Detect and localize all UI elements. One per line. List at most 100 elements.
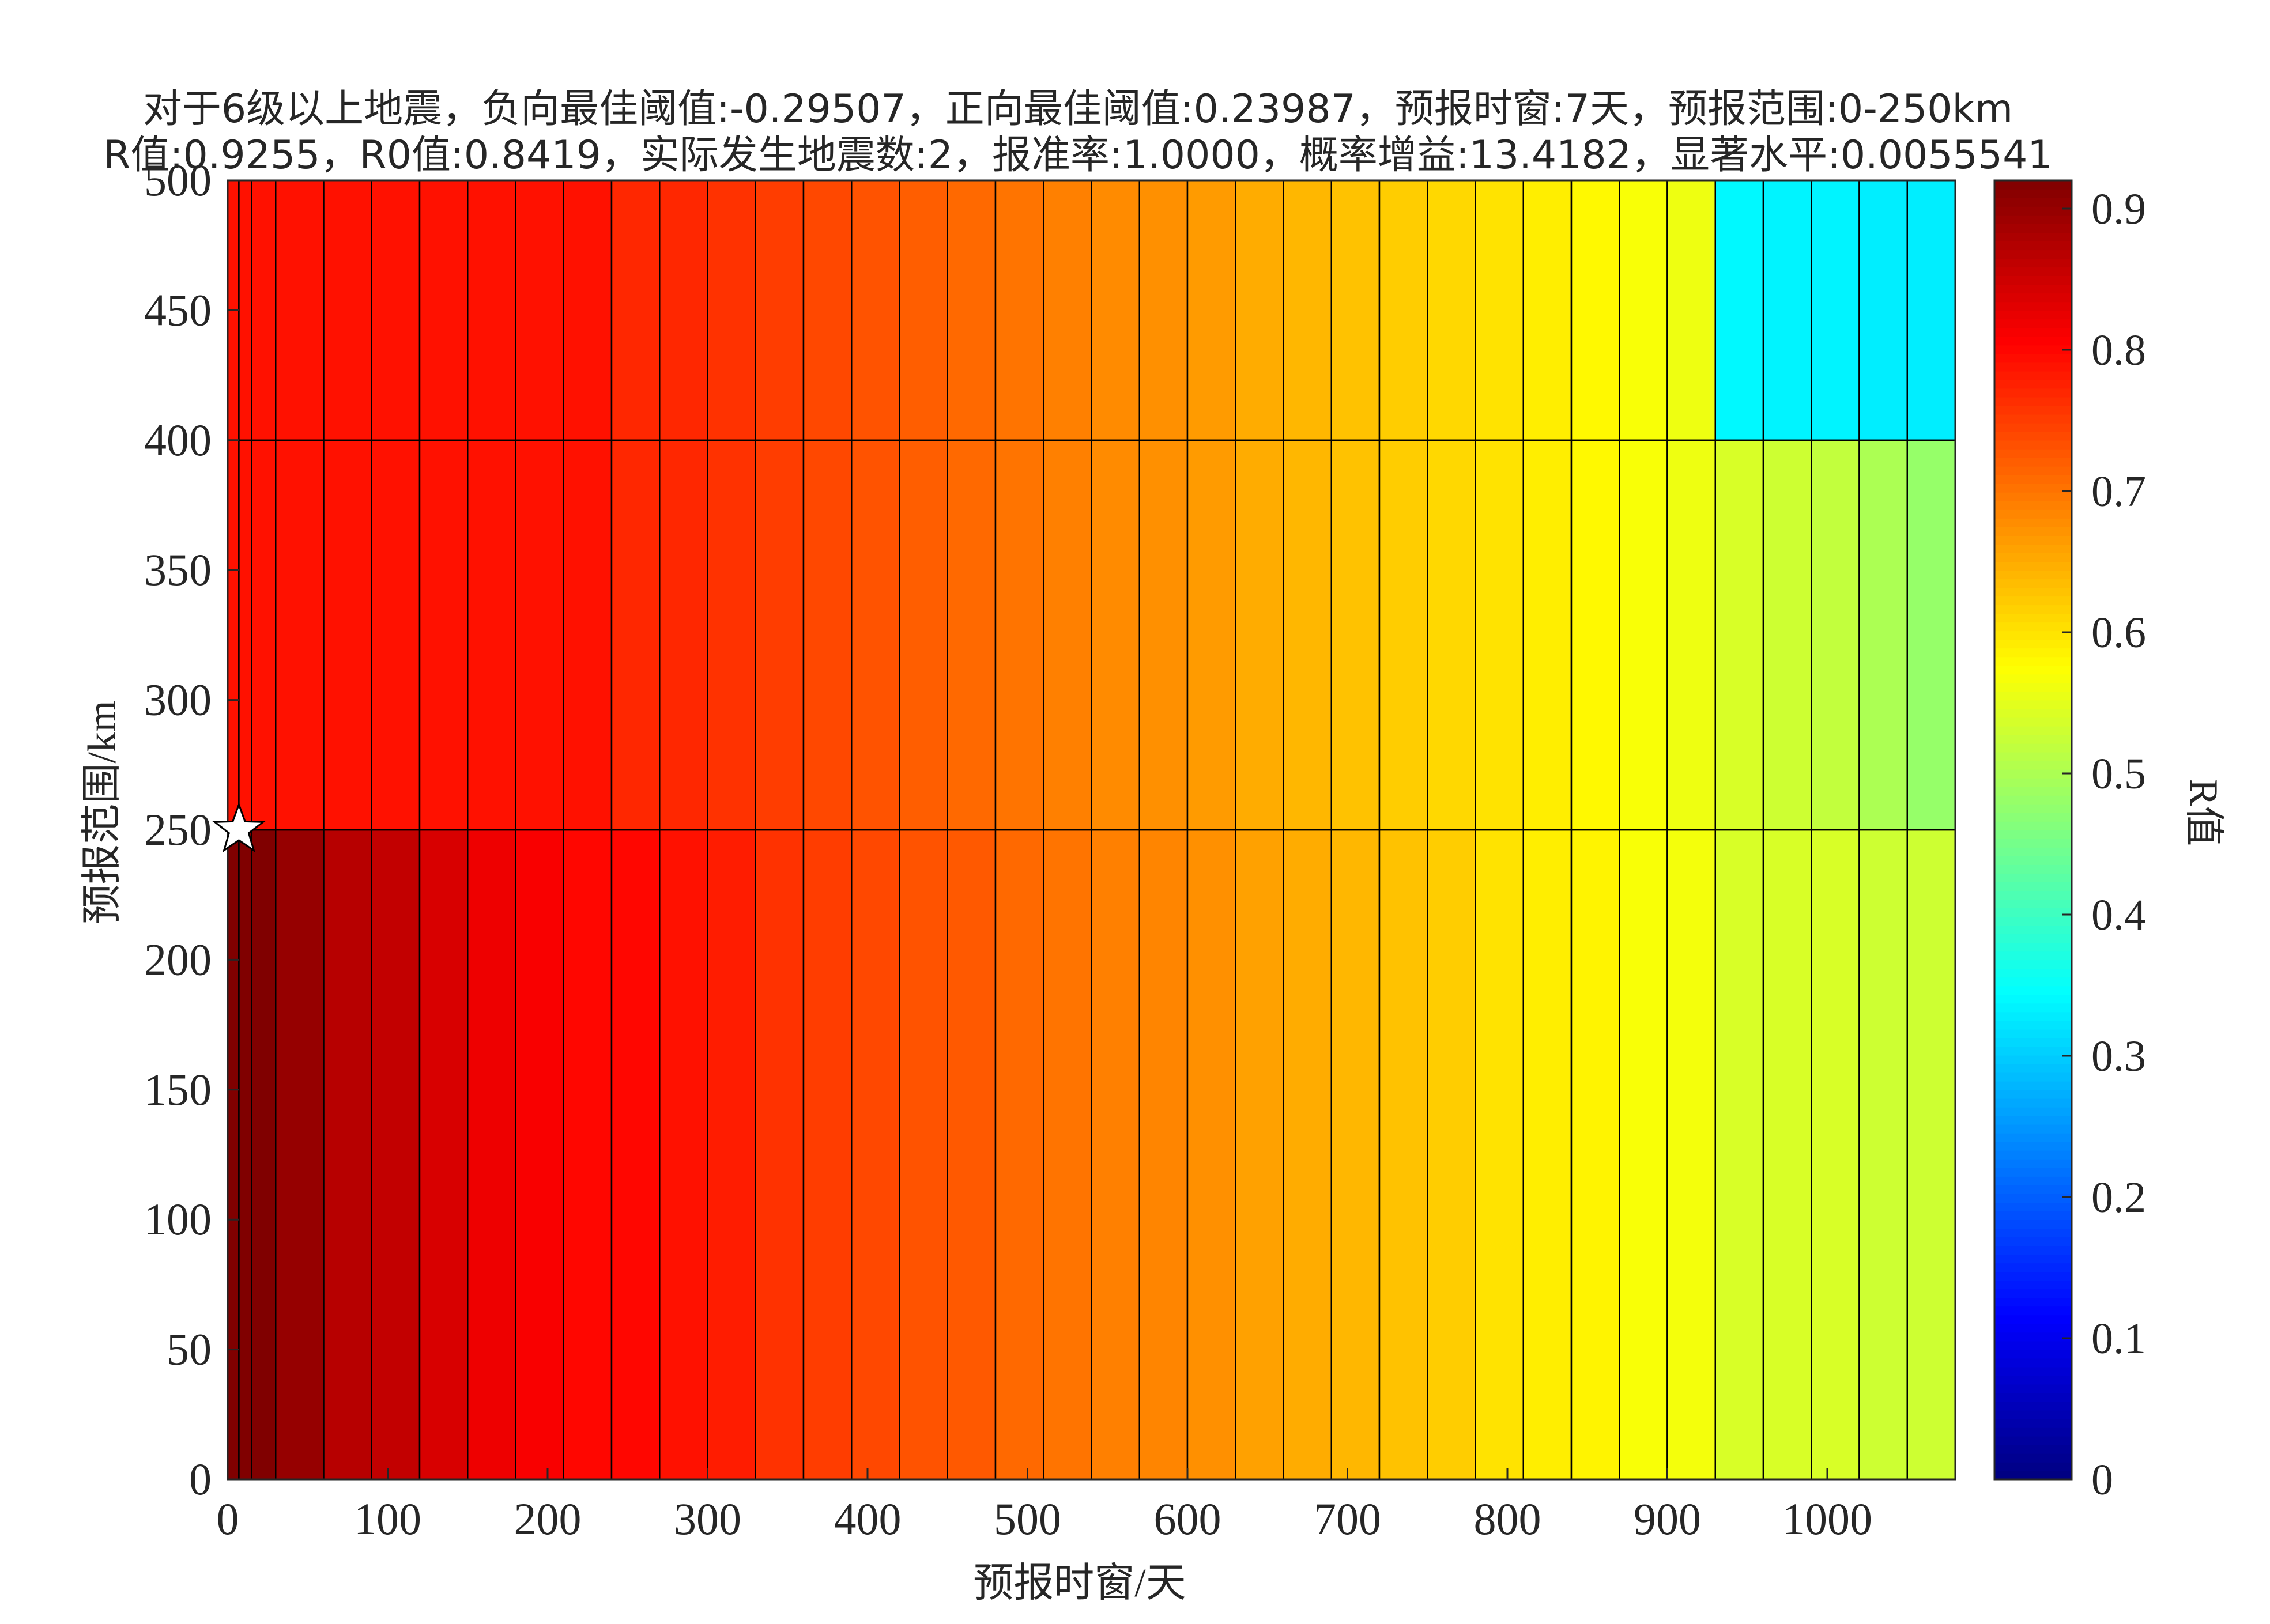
colorbar-segment: [1994, 224, 2072, 233]
colorbar-segment: [1994, 899, 2072, 909]
y-tick-label: 150: [144, 1064, 212, 1115]
colorbar-segment: [1994, 457, 2072, 467]
colorbar-segment: [1994, 985, 2072, 995]
colorbar-segment: [1994, 1289, 2072, 1298]
colorbar-segment: [1994, 396, 2072, 406]
colorbar-segment: [1994, 371, 2072, 380]
heatmap-cell: [1522, 829, 1573, 1481]
colorbar-tick-label: 0: [2091, 1456, 2113, 1504]
heatmap-cell: [802, 439, 853, 831]
heatmap-cell: [515, 829, 564, 1481]
colorbar-segment: [1994, 1202, 2072, 1211]
heatmap-cell: [1138, 829, 1189, 1481]
colorbar-segment: [1994, 596, 2072, 606]
heatmap-cell: [899, 439, 948, 831]
colorbar-segment: [1994, 708, 2072, 718]
heatmap-cell: [707, 179, 756, 441]
heatmap-cell: [755, 439, 805, 831]
heatmap-cell: [1811, 179, 1860, 441]
heatmap-cells: [227, 179, 1956, 1481]
heatmap-cell: [1283, 179, 1332, 441]
colorbar-segment: [1994, 1098, 2072, 1108]
colorbar-segment: [1994, 1176, 2072, 1185]
heatmap-cell: [251, 829, 277, 1481]
heatmap-cell: [418, 179, 469, 441]
colorbar-segment: [1994, 908, 2072, 917]
heatmap-cell: [1043, 179, 1092, 441]
colorbar-segment: [1994, 301, 2072, 311]
heatmap-cell: [1570, 179, 1620, 441]
colorbar-segment: [1994, 1332, 2072, 1342]
heatmap-cell: [707, 439, 756, 831]
colorbar-segment: [1994, 553, 2072, 562]
colorbar-segment: [1994, 492, 2072, 501]
heatmap-cell: [1330, 829, 1381, 1481]
colorbar-segment: [1994, 630, 2072, 640]
colorbar-tick-label: 0.6: [2091, 609, 2146, 657]
colorbar: 0 0.1 0.2 0.3 0.4 0.5 0.6 0.7 0.8 0.9: [1993, 179, 2146, 1504]
colorbar-segment: [1994, 258, 2072, 268]
heatmap-cell: [1522, 179, 1573, 441]
heatmap-cell: [1186, 179, 1236, 441]
colorbar-segment: [1994, 786, 2072, 796]
colorbar-segment: [1994, 968, 2072, 978]
heatmap-cell: [1378, 439, 1428, 831]
y-tick-label: 500: [144, 155, 212, 205]
heatmap-cell: [1811, 829, 1860, 1481]
heatmap-cell: [1714, 439, 1764, 831]
colorbar-segment: [1994, 1245, 2072, 1255]
colorbar-tick-label: 0.7: [2091, 467, 2146, 516]
heatmap-cell: [659, 829, 708, 1481]
colorbar-segment: [1994, 509, 2072, 519]
heatmap-cell: [1378, 829, 1428, 1481]
colorbar-segment: [1994, 1427, 2072, 1437]
colorbar-segment: [1994, 1141, 2072, 1151]
colorbar-segment: [1994, 812, 2072, 822]
colorbar-segment: [1994, 561, 2072, 571]
y-tick-label: 200: [144, 934, 212, 984]
heatmap-cell: [1619, 829, 1668, 1481]
colorbar-segment: [1994, 250, 2072, 259]
colorbar-tick-label: 0.1: [2091, 1315, 2146, 1363]
x-tick-label: 300: [674, 1494, 741, 1544]
colorbar-segment: [1994, 1444, 2072, 1454]
heatmap-cell: [1858, 829, 1908, 1481]
heatmap-cell: [994, 829, 1044, 1481]
heatmap-cell: [1858, 179, 1908, 441]
x-tick-label: 0: [217, 1494, 239, 1544]
heatmap-cell: [1186, 829, 1236, 1481]
colorbar-segment: [1994, 198, 2072, 207]
heatmap-cell: [1570, 439, 1620, 831]
colorbar-segment: [1994, 1306, 2072, 1316]
chart-title-line-2: R值:0.9255，R0值:0.8419，实际发生地震数:2，报准率:1.000…: [103, 133, 2052, 178]
colorbar-segment: [1994, 327, 2072, 337]
heatmap-cell: [851, 829, 900, 1481]
heatmap-cell: [238, 179, 252, 441]
colorbar-segment: [1994, 839, 2072, 848]
x-tick-label: 700: [1314, 1494, 1381, 1544]
heatmap-cell: [323, 179, 372, 441]
colorbar-segment: [1994, 1340, 2072, 1350]
colorbar-tick-label: 0.9: [2091, 185, 2146, 233]
heatmap-cell: [275, 179, 325, 441]
colorbar-segment: [1994, 293, 2072, 303]
x-tick-label: 800: [1474, 1494, 1541, 1544]
colorbar-segment: [1994, 1003, 2072, 1013]
y-tick-label: 0: [189, 1454, 212, 1504]
x-tick-label: 200: [514, 1494, 582, 1544]
colorbar-segment: [1994, 448, 2072, 458]
heatmap-cell: [275, 439, 325, 831]
colorbar-tick-label: 0.4: [2091, 891, 2146, 939]
colorbar-segment: [1994, 977, 2072, 987]
colorbar-segment: [1994, 717, 2072, 727]
heatmap-cell: [371, 439, 421, 831]
colorbar-segment: [1994, 1046, 2072, 1056]
heatmap-cell: [251, 439, 277, 831]
heatmap-cell: [947, 829, 997, 1481]
heatmap-cell: [563, 439, 613, 831]
colorbar-segment: [1994, 1263, 2072, 1272]
heatmap-cell: [755, 179, 805, 441]
heatmap-cell: [1283, 439, 1332, 831]
colorbar-segment: [1994, 665, 2072, 675]
colorbar-segment: [1994, 605, 2072, 614]
